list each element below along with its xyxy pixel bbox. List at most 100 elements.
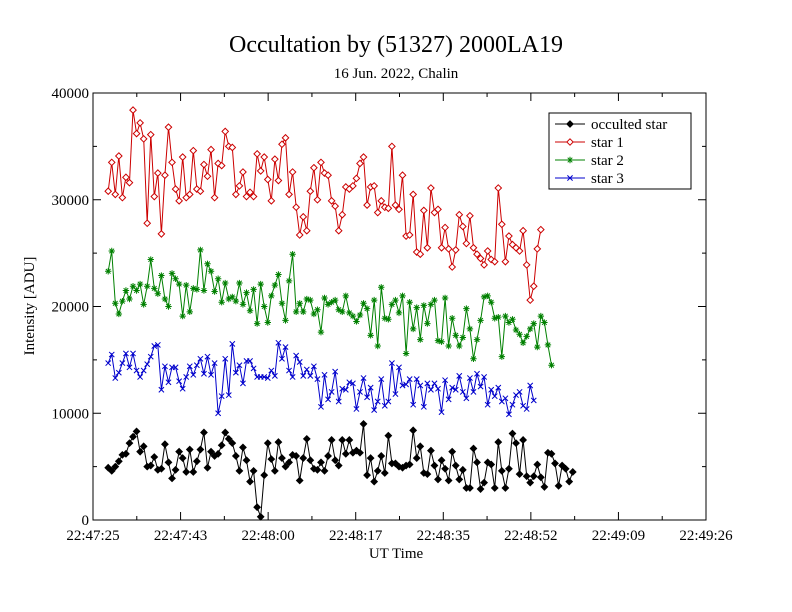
data-point-star-2 <box>112 300 119 307</box>
data-point-star-2 <box>200 287 208 294</box>
data-point-star-3 <box>381 402 388 409</box>
data-point-star-3 <box>449 384 456 391</box>
data-point-star-1 <box>395 205 403 214</box>
series-star-3 <box>105 339 537 418</box>
data-point-star-2 <box>381 315 389 322</box>
data-point-star-2 <box>144 283 151 290</box>
data-point-star-3 <box>307 372 314 379</box>
data-point-star-1 <box>270 155 279 164</box>
data-point-star-1 <box>143 219 152 228</box>
data-point-star-2 <box>548 362 555 369</box>
data-point-occulted-star <box>437 456 446 465</box>
data-point-star-1 <box>239 168 247 176</box>
data-point-star-3 <box>119 360 126 367</box>
data-point-star-3 <box>367 384 374 391</box>
legend: occulted star star 1 star 2 star 3 <box>548 112 692 190</box>
data-point-star-3 <box>222 355 229 362</box>
data-point-star-3 <box>183 374 190 380</box>
data-point-star-1 <box>476 254 485 263</box>
data-point-occulted-star <box>281 462 290 471</box>
data-point-occulted-star <box>249 466 258 475</box>
data-point-star-3 <box>247 357 254 364</box>
data-point-star-2 <box>161 295 169 303</box>
data-point-star-1 <box>370 181 379 190</box>
data-point-occulted-star <box>263 439 272 448</box>
data-point-star-1 <box>228 143 237 152</box>
data-point-star-2 <box>385 316 392 323</box>
chart-subtitle: 16 Jun. 2022, Chalin <box>334 66 459 82</box>
data-point-star-3 <box>126 364 133 371</box>
data-point-occulted-star <box>189 468 198 476</box>
data-point-star-2 <box>214 275 222 282</box>
data-point-occulted-star <box>338 436 347 444</box>
data-point-star-2 <box>197 246 204 254</box>
legend-label-star-3: star 3 <box>591 171 624 187</box>
data-point-star-3 <box>236 362 243 369</box>
x-tick-label: 22:49:26 <box>679 528 733 544</box>
data-point-star-1 <box>348 181 357 190</box>
data-point-star-3 <box>271 372 278 379</box>
data-point-star-1 <box>242 192 251 201</box>
data-point-star-2 <box>502 312 509 320</box>
legend-marker-star-3 <box>567 175 573 181</box>
data-point-star-1 <box>405 231 414 239</box>
data-point-occulted-star <box>242 456 251 465</box>
data-point-star-2 <box>392 296 399 304</box>
data-point-star-3 <box>289 374 296 380</box>
data-point-occulted-star <box>313 465 322 474</box>
x-tick-label: 22:49:09 <box>592 528 645 544</box>
data-point-star-1 <box>107 158 116 167</box>
data-point-star-3 <box>481 374 488 380</box>
data-point-star-2 <box>509 316 516 323</box>
data-point-star-2 <box>530 320 537 327</box>
data-point-star-2 <box>246 307 254 314</box>
data-point-star-2 <box>519 339 527 346</box>
data-point-star-2 <box>335 306 342 313</box>
data-point-star-1 <box>274 176 283 185</box>
data-point-star-1 <box>217 161 226 170</box>
data-point-star-3 <box>300 372 307 379</box>
data-point-star-3 <box>474 370 480 377</box>
data-point-star-3 <box>470 388 477 395</box>
data-point-star-2 <box>534 343 541 351</box>
data-point-star-3 <box>318 403 324 410</box>
data-point-star-3 <box>112 375 119 381</box>
data-point-star-3 <box>388 360 395 367</box>
data-point-occulted-star <box>231 452 240 460</box>
data-point-star-3 <box>530 397 537 404</box>
data-point-star-3 <box>413 376 420 383</box>
data-point-star-2 <box>466 325 474 333</box>
data-point-star-3 <box>491 393 498 400</box>
data-point-star-2 <box>264 319 271 326</box>
data-point-occulted-star <box>427 446 435 455</box>
data-point-occulted-star <box>317 458 325 467</box>
data-point-occulted-star <box>270 466 279 475</box>
data-point-star-3 <box>161 363 168 370</box>
data-point-star-1 <box>153 169 162 177</box>
data-point-star-1 <box>157 230 166 238</box>
data-point-star-1 <box>235 181 244 190</box>
data-point-star-3 <box>261 374 268 380</box>
data-point-occulted-star <box>551 459 559 468</box>
data-point-star-3 <box>225 392 232 399</box>
data-point-occulted-star <box>561 464 570 473</box>
data-point-star-1 <box>292 203 301 212</box>
data-point-star-3 <box>360 375 367 381</box>
data-point-star-1 <box>161 171 169 180</box>
data-point-star-3 <box>466 375 473 381</box>
data-point-star-2 <box>438 338 445 345</box>
data-point-star-2 <box>434 337 442 344</box>
data-point-star-3 <box>371 407 378 414</box>
x-tick-label: 22:48:52 <box>504 528 557 544</box>
data-point-star-3 <box>523 406 530 412</box>
data-point-occulted-star <box>494 438 503 446</box>
data-point-star-1 <box>387 142 396 151</box>
data-point-star-3 <box>456 372 463 379</box>
data-point-star-2 <box>314 306 321 313</box>
data-point-star-1 <box>373 208 382 217</box>
data-point-star-2 <box>424 320 431 327</box>
data-point-occulted-star <box>246 477 254 486</box>
data-point-star-2 <box>395 309 403 317</box>
data-point-star-3 <box>240 380 246 387</box>
data-point-star-1 <box>377 196 386 205</box>
